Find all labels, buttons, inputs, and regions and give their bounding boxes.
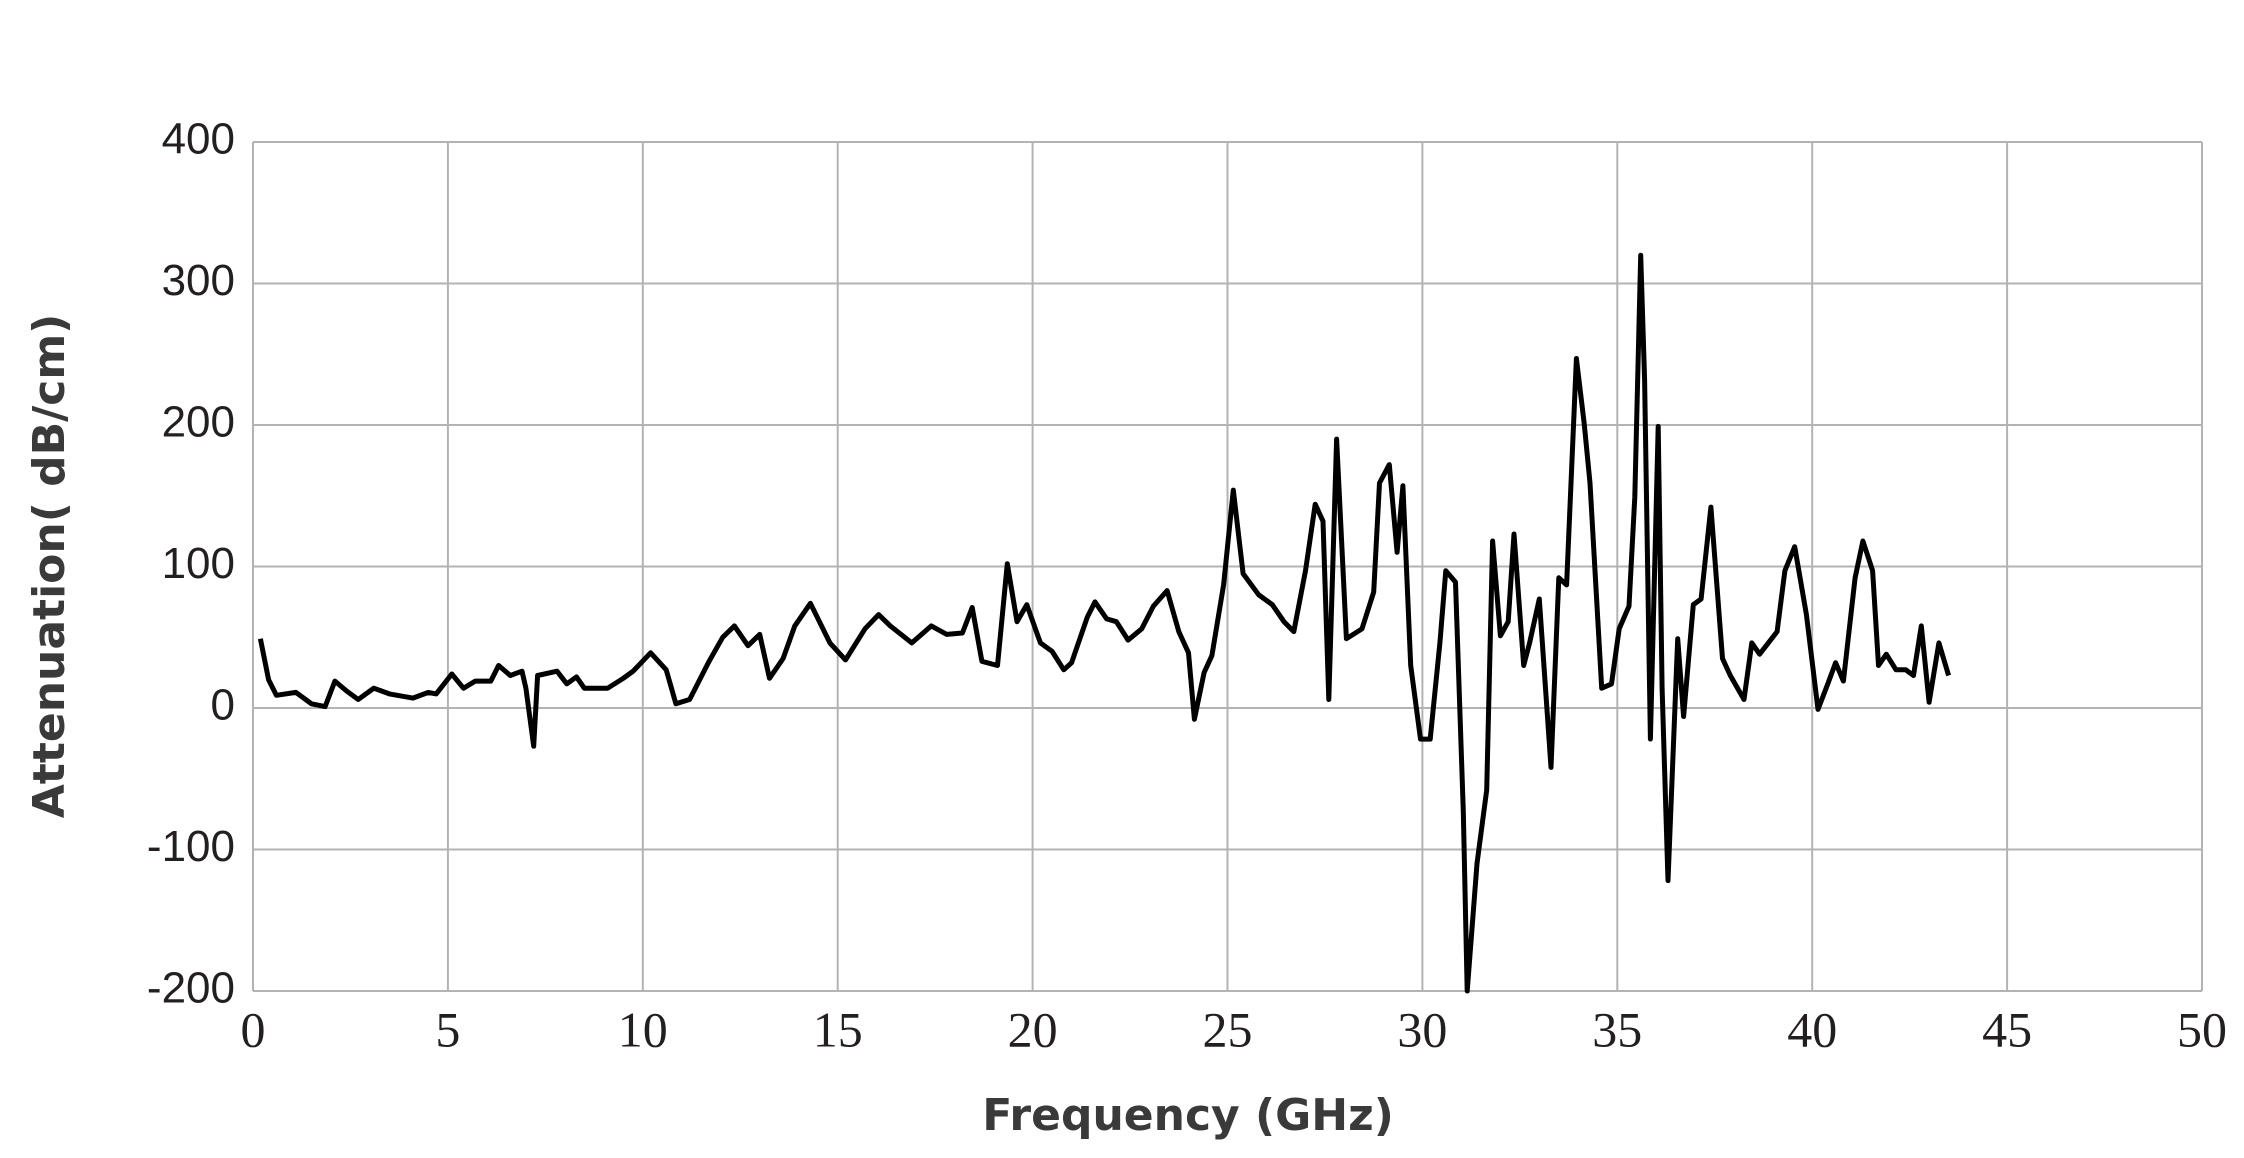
- y-tick-label: 300: [162, 256, 235, 305]
- y-axis-label: Attenuation( dB/cm): [24, 314, 75, 819]
- x-tick-label: 25: [1203, 1001, 1253, 1057]
- x-tick-label: 15: [813, 1001, 863, 1057]
- x-tick-label: 35: [1592, 1001, 1642, 1057]
- x-axis-label: Frequency (GHz): [982, 1090, 1394, 1141]
- y-tick-label: 400: [162, 115, 235, 164]
- y-tick-label: 100: [162, 539, 235, 588]
- x-tick-label: 10: [618, 1001, 668, 1057]
- x-tick-label: 0: [241, 1001, 266, 1057]
- x-tick-label: 40: [1787, 1001, 1837, 1057]
- x-tick-label: 20: [1008, 1001, 1058, 1057]
- x-tick-label: 30: [1397, 1001, 1447, 1057]
- data-line: [257, 252, 1951, 994]
- x-tick-label: 50: [2177, 1001, 2227, 1057]
- y-tick-label: -200: [147, 964, 235, 1013]
- x-tick-label: 45: [1982, 1001, 2032, 1057]
- y-tick-label: 0: [211, 681, 235, 730]
- y-tick-label: 200: [162, 398, 235, 447]
- y-tick-label: -100: [147, 822, 235, 871]
- x-tick-label: 5: [435, 1001, 460, 1057]
